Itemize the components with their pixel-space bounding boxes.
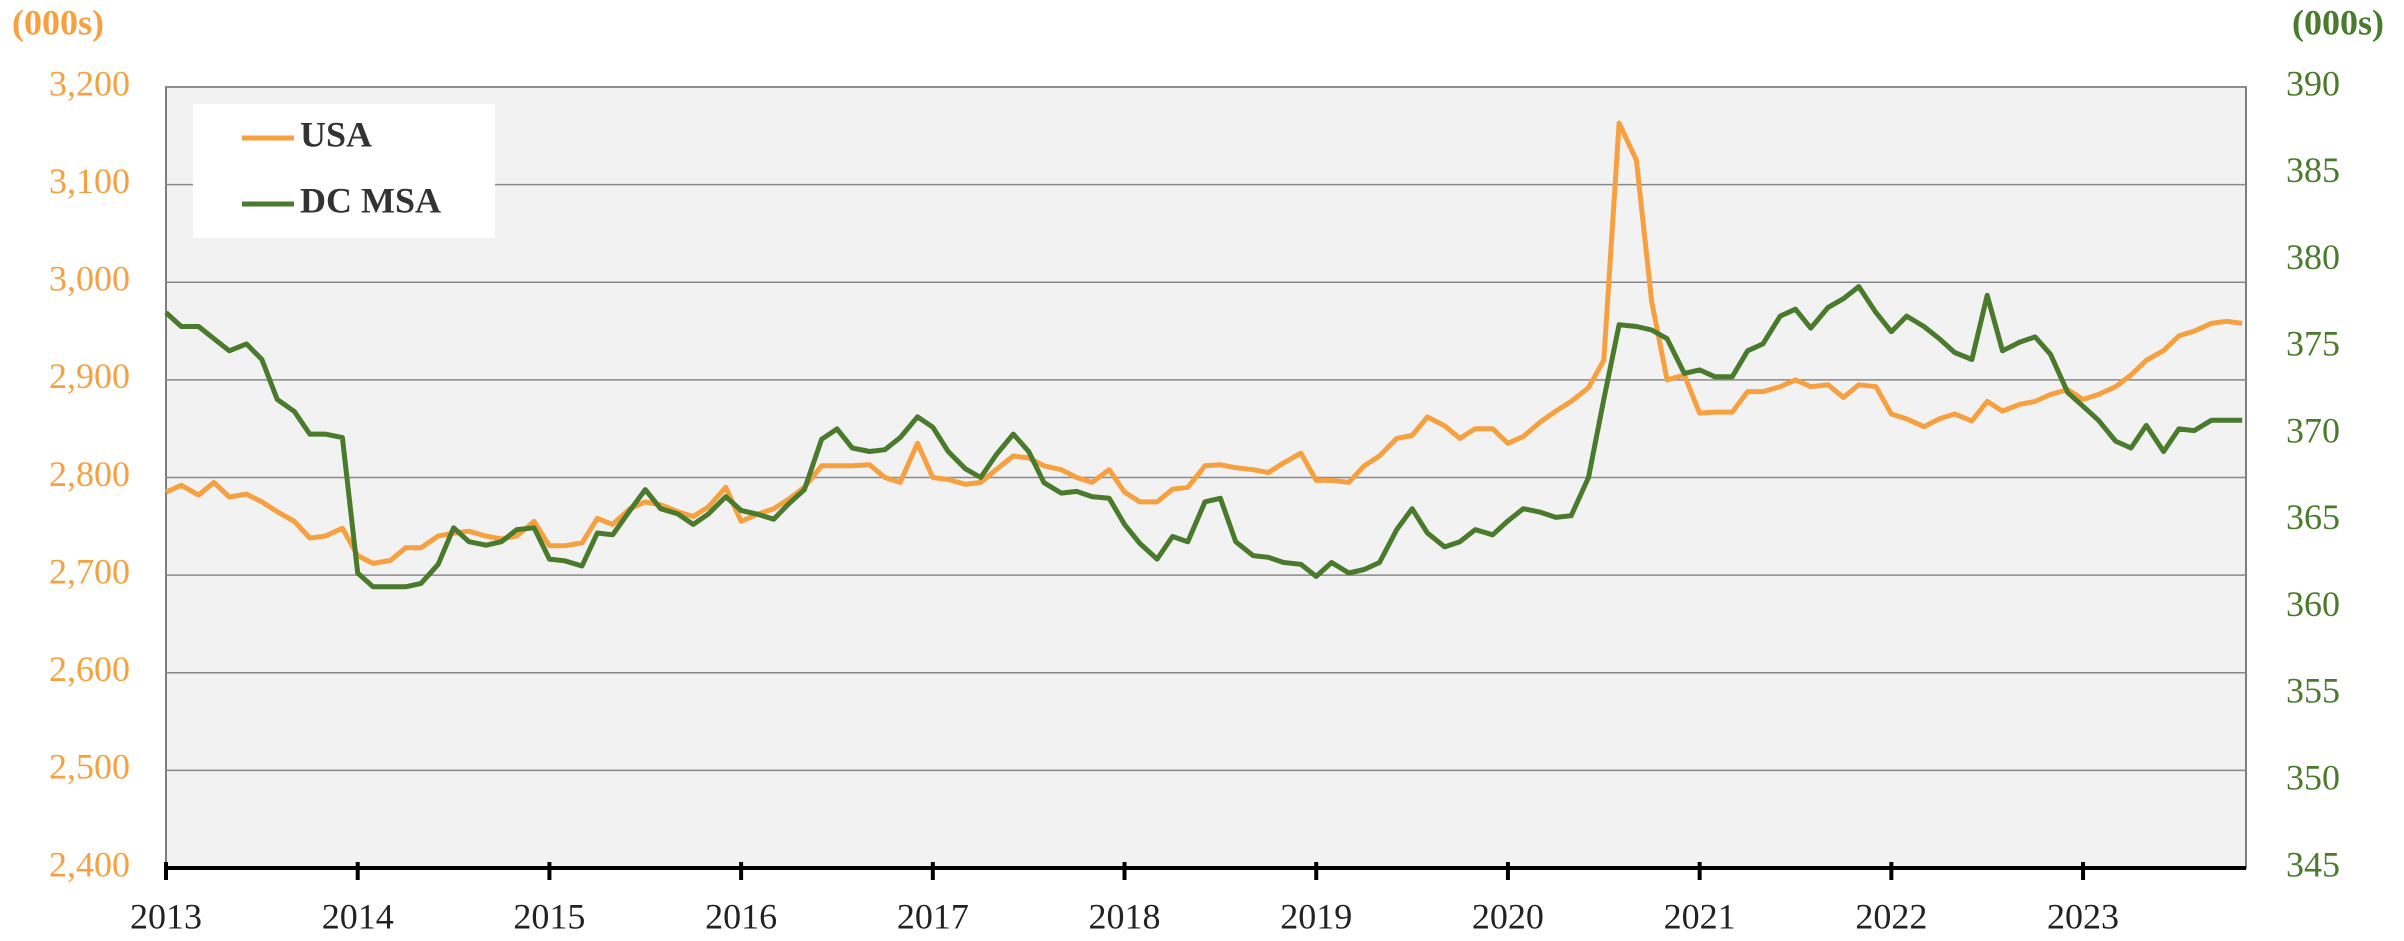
x-tick-label: 2022 (1855, 896, 1927, 936)
y-tick-label: 2,400 (49, 844, 130, 884)
y-tick-label: 2,700 (49, 551, 130, 591)
legend-box (193, 104, 495, 238)
x-tick-label: 2020 (1472, 896, 1544, 936)
y-axis-label: (000s) (12, 2, 104, 42)
x-tick-label: 2015 (513, 896, 585, 936)
y2-tick-label: 360 (2286, 584, 2340, 624)
x-tick-label: 2016 (705, 896, 777, 936)
line-series (164, 120, 2243, 566)
x-tick-label: 2017 (897, 896, 969, 936)
y2-tick-label: 345 (2286, 844, 2340, 884)
legend-label: USA (300, 114, 372, 154)
line-series (164, 284, 2243, 590)
y2-tick-label: 380 (2286, 237, 2340, 277)
x-tick-label: 2013 (130, 896, 202, 936)
y-tick-label: 3,200 (49, 63, 130, 103)
x-tick-label: 2018 (1089, 896, 1161, 936)
y2-tick-label: 370 (2286, 410, 2340, 450)
y-tick-label: 2,600 (49, 649, 130, 689)
y-tick-label: 2,800 (49, 454, 130, 494)
y-tick-label: 3,100 (49, 161, 130, 201)
y2-tick-label: 350 (2286, 757, 2340, 797)
x-tick-label: 2021 (1664, 896, 1736, 936)
y-tick-label: 2,900 (49, 356, 130, 396)
y2-tick-label: 385 (2286, 150, 2340, 190)
y2-tick-label: 355 (2286, 671, 2340, 711)
x-tick-label: 2019 (1280, 896, 1352, 936)
y2-tick-label: 365 (2286, 497, 2340, 537)
y2-tick-label: 390 (2286, 63, 2340, 103)
y2-tick-label: 375 (2286, 324, 2340, 364)
x-tick-label: 2023 (2047, 896, 2119, 936)
x-tick-label: 2014 (322, 896, 394, 936)
y-tick-label: 2,500 (49, 747, 130, 787)
y-tick-label: 3,000 (49, 259, 130, 299)
y2-axis-label: (000s) (2292, 2, 2384, 42)
legend-label: DC MSA (300, 180, 441, 220)
